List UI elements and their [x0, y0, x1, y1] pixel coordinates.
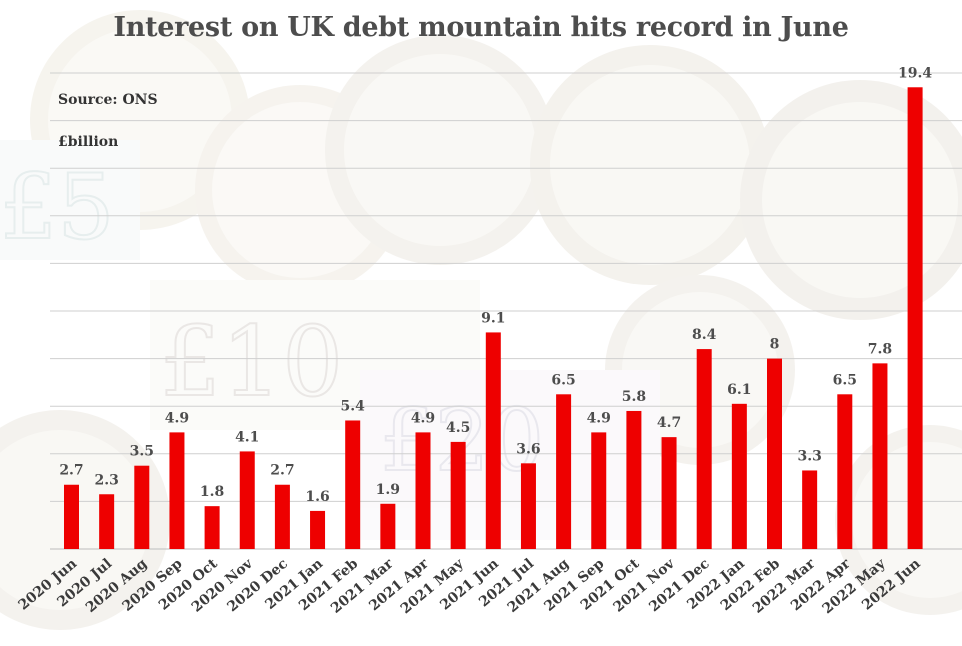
source-note: Source: ONS	[58, 92, 158, 108]
bar	[556, 394, 572, 549]
bar-value-label: 4.5	[446, 420, 470, 436]
bar-value-label: 3.5	[130, 444, 154, 460]
bar-value-label: 4.9	[587, 410, 611, 426]
bar-value-label: 4.9	[411, 410, 435, 426]
bar	[591, 432, 607, 549]
bar-value-label: 19.4	[898, 65, 932, 81]
bar	[274, 484, 290, 549]
bar	[169, 432, 185, 549]
bar-value-label: 1.8	[200, 484, 224, 500]
bar	[626, 410, 642, 549]
bar-value-label: 2.7	[270, 463, 294, 479]
bar-value-label: 3.6	[516, 441, 540, 457]
bar-value-label: 6.5	[551, 372, 575, 388]
svg-text:£5: £5	[0, 155, 115, 260]
units-note: £billion	[58, 134, 119, 150]
bar-value-label: 4.1	[235, 429, 259, 445]
bar	[837, 394, 853, 549]
bar-value-label: 6.1	[727, 382, 751, 398]
bar-value-label: 9.1	[481, 310, 505, 326]
bar-value-label: 2.7	[59, 463, 83, 479]
bar	[520, 463, 536, 549]
bar	[99, 494, 115, 549]
bar-value-label: 5.4	[341, 398, 366, 414]
bar	[696, 349, 712, 549]
bar-value-label: 2.3	[94, 472, 118, 488]
bar	[907, 87, 923, 549]
bar	[872, 363, 888, 549]
bar	[239, 451, 255, 549]
bar	[345, 420, 361, 549]
bar	[310, 510, 326, 549]
bar-value-label: 3.3	[797, 448, 821, 464]
bar	[415, 432, 431, 549]
bar	[767, 358, 782, 549]
bar-value-label: 8.4	[692, 327, 717, 343]
chart-title: Interest on UK debt mountain hits record…	[113, 12, 849, 43]
gridlines	[50, 72, 962, 550]
bar	[731, 403, 747, 549]
bar-value-label: 4.9	[165, 410, 189, 426]
bar	[204, 506, 220, 549]
bar	[134, 465, 150, 549]
bar	[661, 437, 677, 549]
svg-text:£10: £10	[160, 306, 343, 418]
bar-value-label: 4.7	[657, 415, 681, 431]
bar	[485, 332, 501, 549]
bars	[64, 87, 923, 549]
bar	[380, 503, 396, 549]
bar	[802, 470, 818, 549]
bar-value-label: 1.9	[376, 482, 400, 498]
bar-value-label: 6.5	[833, 372, 857, 388]
bar	[450, 441, 466, 549]
bar-value-label: 1.6	[305, 489, 329, 505]
bar-value-label: 7.8	[868, 341, 892, 357]
bar	[64, 484, 79, 549]
bar-value-label: 8	[770, 337, 780, 353]
bar-value-label: 5.8	[622, 389, 646, 405]
value-labels: 2.7 2.3 3.5 4.9 1.8 4.1 2.7 1.6 5.4 1.9 4.9 4.5 9.1 3…	[59, 65, 932, 505]
